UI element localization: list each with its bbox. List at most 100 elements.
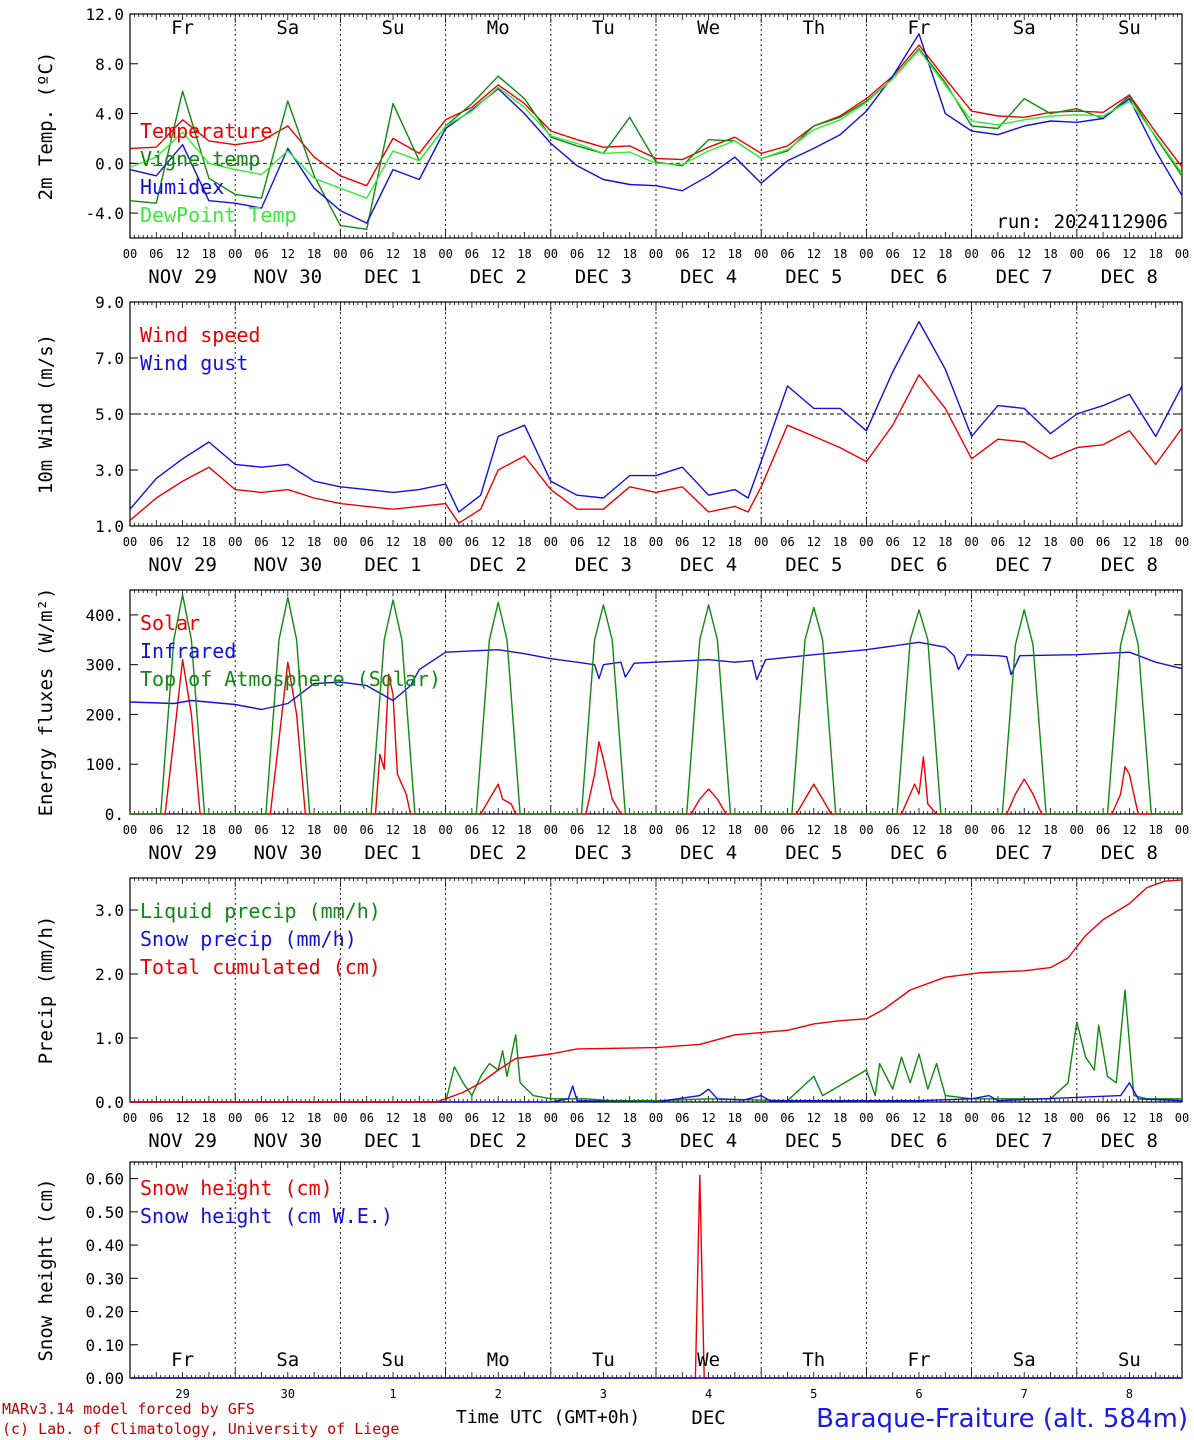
hour-label: 00 bbox=[1175, 535, 1189, 549]
panel-3: 0. 100. 200. 300. 400. Energy fluxes (W/m²) So… bbox=[35, 588, 1189, 864]
hour-label: 12 bbox=[596, 247, 610, 261]
series-line-dewpoint-temp bbox=[129, 49, 1183, 199]
month-label: DEC bbox=[691, 1407, 725, 1429]
day-name: Mo bbox=[487, 17, 510, 39]
hour-label: 12 bbox=[807, 535, 821, 549]
y-axis-label: 10m Wind (m/s) bbox=[35, 334, 57, 494]
hour-label: 12 bbox=[175, 247, 189, 261]
hour-label: 12 bbox=[1122, 247, 1136, 261]
hour-label: 18 bbox=[307, 1111, 321, 1125]
hour-label: 18 bbox=[833, 535, 847, 549]
day-number: 4 bbox=[705, 1387, 712, 1401]
date-label: DEC 2 bbox=[470, 1130, 527, 1152]
date-label: DEC 8 bbox=[1101, 842, 1158, 864]
hour-label: 06 bbox=[1096, 823, 1110, 837]
hour-label: 00 bbox=[333, 535, 347, 549]
y-tick-label: 0.00 bbox=[85, 1369, 124, 1388]
hour-label: 06 bbox=[780, 1111, 794, 1125]
series-line-humidex bbox=[129, 33, 1183, 224]
hour-label: 06 bbox=[359, 247, 373, 261]
date-label: DEC 5 bbox=[785, 554, 842, 576]
hour-label: 18 bbox=[622, 535, 636, 549]
day-name: Sa bbox=[276, 17, 299, 39]
legend-entry: Total cumulated (cm) bbox=[140, 955, 381, 979]
hour-label: 18 bbox=[728, 823, 742, 837]
hour-label: 06 bbox=[780, 823, 794, 837]
day-name: Sa bbox=[276, 1349, 299, 1371]
legend-entry: Vigne temp bbox=[140, 147, 260, 171]
day-name: Th bbox=[802, 17, 825, 39]
day-name: Su bbox=[1118, 17, 1141, 39]
y-tick-label: 12.0 bbox=[85, 5, 124, 24]
hour-label: 12 bbox=[491, 535, 505, 549]
hour-label: 06 bbox=[149, 535, 163, 549]
hour-label: 18 bbox=[938, 1111, 952, 1125]
y-tick-label: 9.0 bbox=[95, 293, 124, 312]
y-axis-label: 2m Temp. (ºC) bbox=[35, 52, 57, 201]
hour-label: 06 bbox=[465, 1111, 479, 1125]
hour-label: 00 bbox=[964, 535, 978, 549]
hour-label: 06 bbox=[570, 1111, 584, 1125]
hour-label: 00 bbox=[754, 535, 768, 549]
legend-entry: DewPoint Temp bbox=[140, 203, 297, 227]
hour-label: 18 bbox=[517, 247, 531, 261]
y-tick-label: -4.0 bbox=[85, 204, 124, 223]
date-label: DEC 1 bbox=[364, 1130, 421, 1152]
day-number: 3 bbox=[600, 1387, 607, 1401]
hour-label: 00 bbox=[964, 247, 978, 261]
day-name: Tu bbox=[592, 17, 615, 39]
date-label: DEC 4 bbox=[680, 266, 737, 288]
legend-entry: Temperature bbox=[140, 119, 272, 143]
hour-label: 18 bbox=[412, 535, 426, 549]
day-name: We bbox=[697, 17, 720, 39]
hour-label: 12 bbox=[281, 1111, 295, 1125]
hour-label: 18 bbox=[833, 823, 847, 837]
hour-label: 12 bbox=[491, 823, 505, 837]
hour-label: 12 bbox=[281, 247, 295, 261]
date-label: DEC 5 bbox=[785, 1130, 842, 1152]
panel-5: 0.00 0.10 0.20 0.30 0.40 0.50 0.60 Snow height … bbox=[35, 1161, 1183, 1388]
hour-label: 06 bbox=[149, 823, 163, 837]
date-label: NOV 30 bbox=[253, 554, 322, 576]
hour-label: 00 bbox=[649, 247, 663, 261]
hour-label: 12 bbox=[281, 823, 295, 837]
hour-label: 06 bbox=[1096, 1111, 1110, 1125]
hour-label: 18 bbox=[728, 535, 742, 549]
date-label: DEC 1 bbox=[364, 266, 421, 288]
date-label: DEC 5 bbox=[785, 842, 842, 864]
hour-label: 12 bbox=[701, 535, 715, 549]
hour-label: 12 bbox=[175, 535, 189, 549]
hour-label: 00 bbox=[1175, 247, 1189, 261]
hour-label: 00 bbox=[438, 247, 452, 261]
date-label: NOV 30 bbox=[253, 842, 322, 864]
date-label: NOV 29 bbox=[148, 266, 217, 288]
hour-label: 00 bbox=[1175, 823, 1189, 837]
hour-label: 06 bbox=[359, 823, 373, 837]
date-label: DEC 7 bbox=[996, 554, 1053, 576]
hour-label: 12 bbox=[701, 247, 715, 261]
legend-entry: Liquid precip (mm/h) bbox=[140, 899, 381, 923]
hour-label: 00 bbox=[1070, 535, 1084, 549]
hour-label: 00 bbox=[544, 247, 558, 261]
y-tick-label: 0.0 bbox=[95, 1093, 124, 1112]
day-number: 8 bbox=[1126, 1387, 1133, 1401]
hour-label: 00 bbox=[649, 535, 663, 549]
hour-label: 06 bbox=[885, 535, 899, 549]
hour-label: 06 bbox=[991, 247, 1005, 261]
hour-label: 06 bbox=[885, 823, 899, 837]
hour-label: 18 bbox=[307, 247, 321, 261]
hour-label: 06 bbox=[1096, 247, 1110, 261]
day-name: We bbox=[697, 1349, 720, 1371]
hour-label: 18 bbox=[622, 1111, 636, 1125]
meteogram-panels: -4.0 0.0 4.0 8.0 12.0 2m Temp. (ºC) Temperatur… bbox=[35, 5, 1189, 1388]
hour-label: 18 bbox=[728, 247, 742, 261]
y-tick-label: 0. bbox=[105, 805, 124, 824]
date-label: DEC 8 bbox=[1101, 1130, 1158, 1152]
series-line-infrared bbox=[129, 641, 1183, 711]
hour-label: 06 bbox=[254, 823, 268, 837]
day-number: 29 bbox=[175, 1387, 189, 1401]
hour-label: 00 bbox=[544, 1111, 558, 1125]
hour-label: 00 bbox=[964, 823, 978, 837]
hour-label: 00 bbox=[1070, 823, 1084, 837]
